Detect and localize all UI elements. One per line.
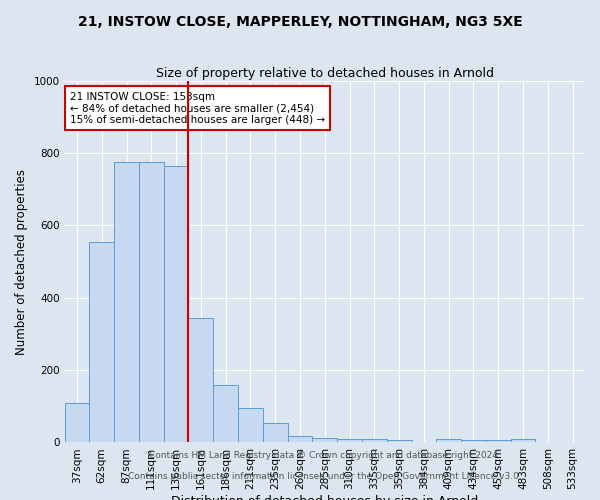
Bar <box>362 439 387 442</box>
Bar <box>89 242 114 442</box>
Bar <box>164 166 188 442</box>
Bar <box>461 440 486 442</box>
Text: Contains public sector information licensed under the Open Government Licence v3: Contains public sector information licen… <box>128 472 521 481</box>
Bar <box>114 162 139 442</box>
Text: 21 INSTOW CLOSE: 153sqm
← 84% of detached houses are smaller (2,454)
15% of semi: 21 INSTOW CLOSE: 153sqm ← 84% of detache… <box>70 92 325 124</box>
Title: Size of property relative to detached houses in Arnold: Size of property relative to detached ho… <box>156 66 494 80</box>
Bar <box>188 318 213 442</box>
Bar <box>313 438 337 442</box>
Bar <box>263 422 287 442</box>
Bar <box>436 439 461 442</box>
Text: Contains HM Land Registry data © Crown copyright and database right 2024.: Contains HM Land Registry data © Crown c… <box>149 450 500 460</box>
Text: 21, INSTOW CLOSE, MAPPERLEY, NOTTINGHAM, NG3 5XE: 21, INSTOW CLOSE, MAPPERLEY, NOTTINGHAM,… <box>77 15 523 29</box>
Bar <box>287 436 313 442</box>
Bar <box>65 402 89 442</box>
Bar <box>511 439 535 442</box>
Y-axis label: Number of detached properties: Number of detached properties <box>15 168 28 354</box>
Bar <box>387 440 412 442</box>
Bar <box>238 408 263 442</box>
Bar <box>337 439 362 442</box>
X-axis label: Distribution of detached houses by size in Arnold: Distribution of detached houses by size … <box>171 495 478 500</box>
Bar <box>213 384 238 442</box>
Bar <box>139 162 164 442</box>
Bar <box>486 440 511 442</box>
